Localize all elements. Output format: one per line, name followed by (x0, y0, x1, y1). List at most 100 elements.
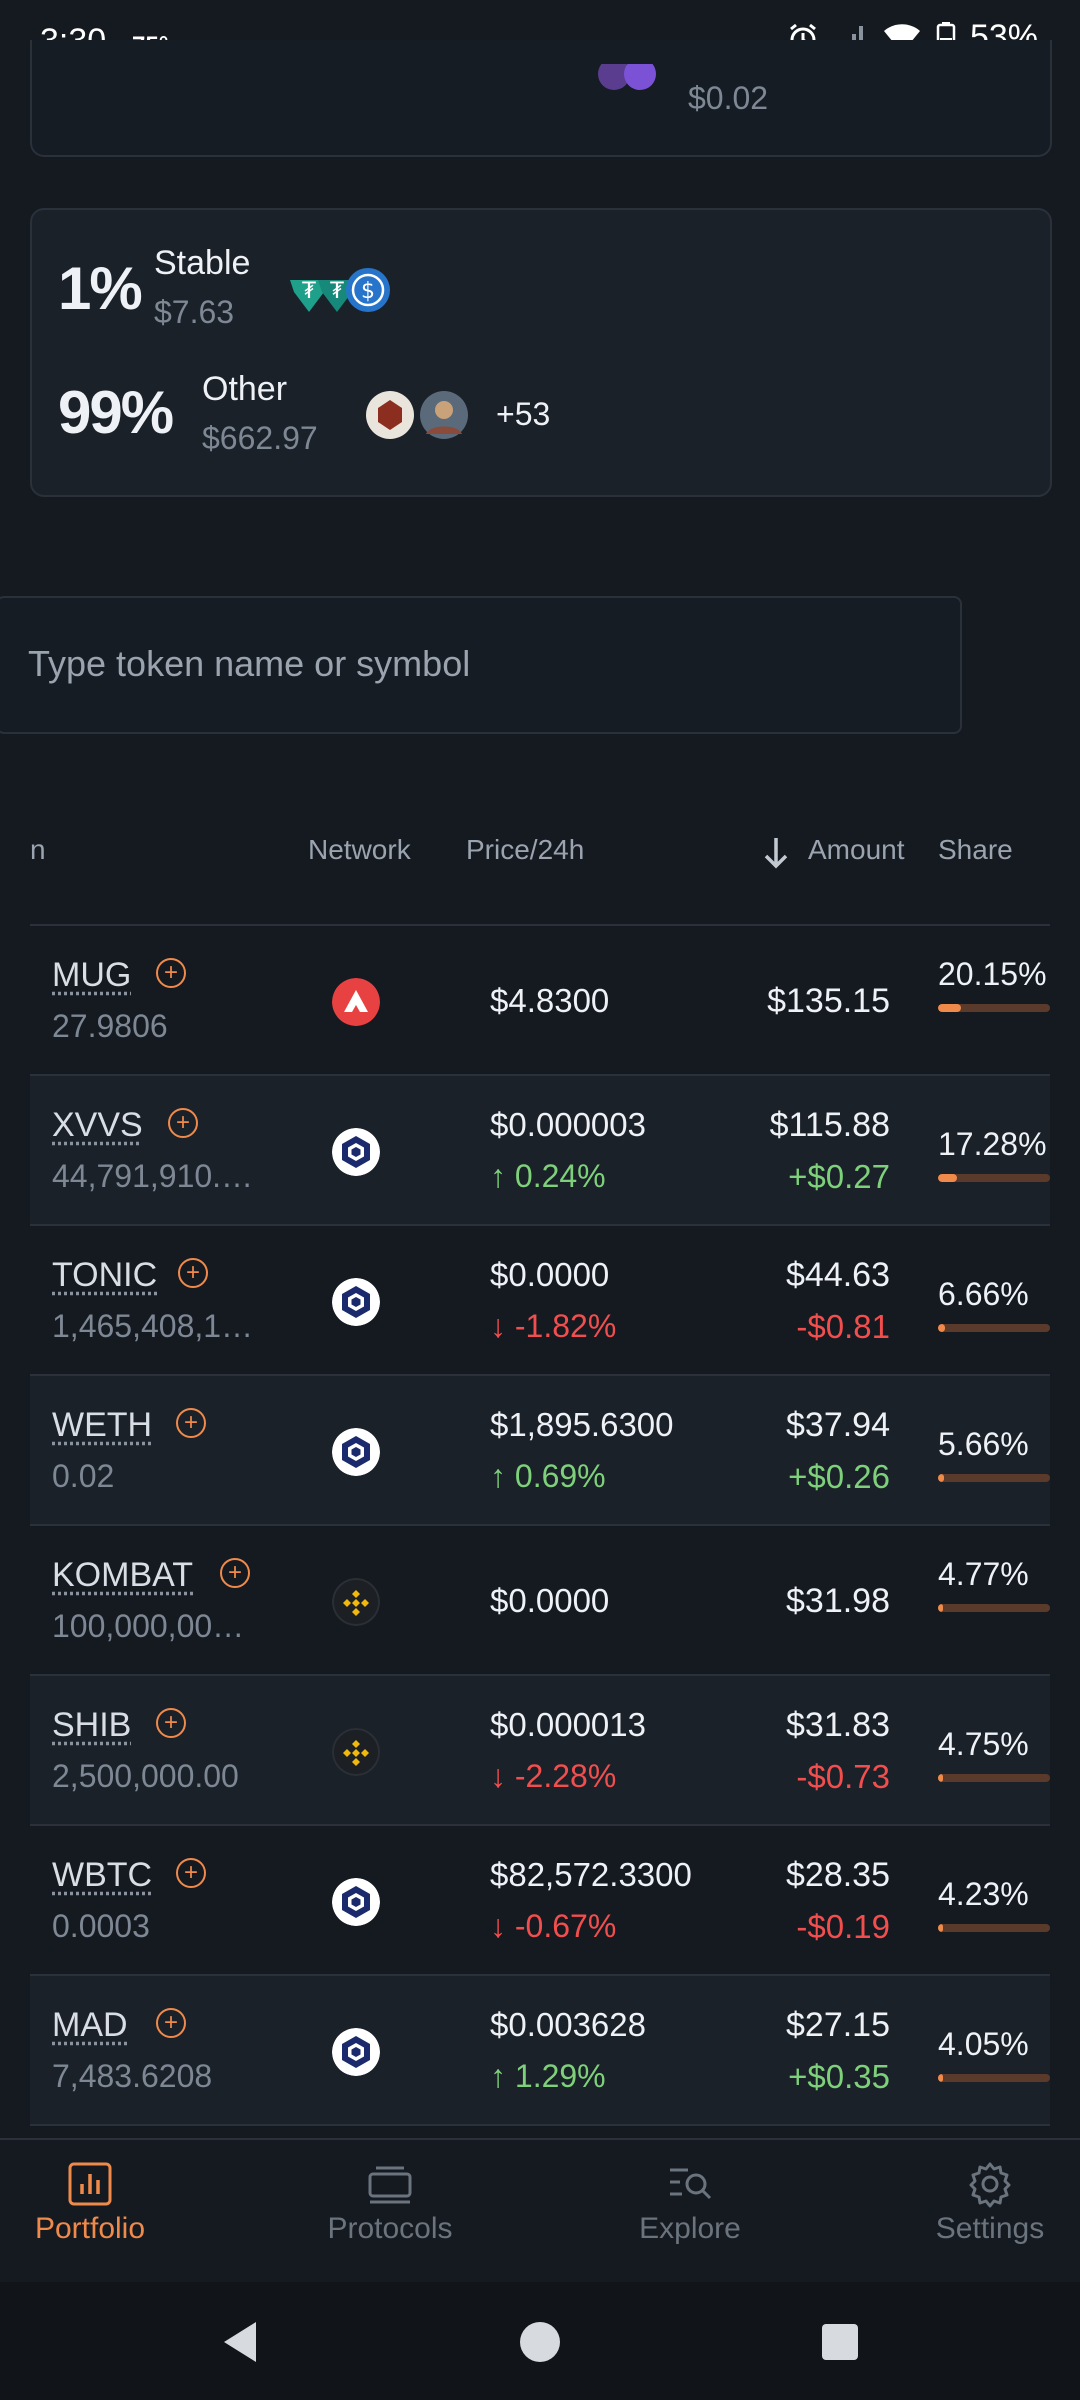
token-symbol[interactable]: MUG (52, 956, 131, 995)
token-search-box[interactable] (0, 596, 962, 734)
nav-settings[interactable]: Settings (890, 2160, 1080, 2246)
table-row[interactable]: WBTC + 0.0003 $82,572.3300 ↓ -0.67% $28.… (30, 1826, 1050, 1976)
token-share: 20.15% (938, 956, 1047, 993)
nav-explore[interactable]: Explore (590, 2160, 790, 2246)
token-avatars-icon (596, 64, 664, 100)
add-token-icon[interactable]: + (178, 1258, 208, 1288)
ethereum-network-icon (332, 1428, 380, 1476)
share-bar-fill (938, 1004, 961, 1012)
table-row[interactable]: KOMBAT + 100,000,00… $0.0000 $31.98 4.77… (30, 1526, 1050, 1676)
share-bar (938, 1004, 1050, 1012)
home-icon[interactable] (518, 2320, 562, 2364)
stack-icon (366, 2160, 414, 2208)
stablecoin-icons: ₮ ₮ $ (288, 266, 394, 316)
ethereum-network-icon (332, 1128, 380, 1176)
column-header-amount[interactable]: Amount (808, 834, 905, 866)
token-amount: $31.98 (786, 1582, 890, 1621)
share-bar-fill (938, 1174, 957, 1182)
column-header-share[interactable]: Share (938, 834, 1013, 866)
token-balance: 0.0003 (52, 1908, 150, 1945)
token-price: $0.0000 (490, 1256, 609, 1294)
token-balance: 27.9806 (52, 1008, 168, 1045)
add-token-icon[interactable]: + (156, 958, 186, 988)
share-bar-fill (938, 1604, 943, 1612)
token-price: $0.003628 (490, 2006, 646, 2044)
token-symbol[interactable]: SHIB (52, 1706, 131, 1745)
add-token-icon[interactable]: + (176, 1408, 206, 1438)
token-amount-change: +$0.35 (788, 2058, 890, 2096)
token-symbol[interactable]: TONIC (52, 1256, 157, 1295)
svg-text:₮: ₮ (330, 279, 344, 304)
token-symbol[interactable]: WETH (52, 1406, 152, 1445)
token-share: 4.77% (938, 1556, 1029, 1593)
share-bar-fill (938, 2074, 943, 2082)
share-bar-fill (938, 1324, 945, 1332)
token-amount-change: -$0.81 (796, 1308, 890, 1346)
token-symbol[interactable]: MAD (52, 2006, 128, 2045)
other-value: $662.97 (202, 420, 318, 457)
ethereum-network-icon (332, 1878, 380, 1926)
column-header-network[interactable]: Network (308, 834, 411, 866)
bsc-network-icon (332, 1578, 380, 1626)
share-bar (938, 1174, 1050, 1182)
ethereum-network-icon (332, 2028, 380, 2076)
column-header-price[interactable]: Price/24h (466, 834, 584, 866)
system-navigation-bar (0, 2282, 1080, 2400)
back-icon[interactable] (220, 2320, 260, 2364)
token-balance: 44,791,910.… (52, 1158, 253, 1195)
token-share: 4.75% (938, 1726, 1029, 1763)
token-share: 17.28% (938, 1126, 1047, 1163)
svg-text:$: $ (361, 279, 375, 304)
recents-icon[interactable] (820, 2322, 860, 2362)
share-bar-fill (938, 1474, 944, 1482)
add-token-icon[interactable]: + (156, 1708, 186, 1738)
table-row[interactable]: MAD + 7,483.6208 $0.003628 ↑ 1.29% $27.1… (30, 1976, 1050, 2126)
table-row[interactable]: WETH + 0.02 $1,895.6300 ↑ 0.69% $37.94 +… (30, 1376, 1050, 1526)
nav-settings-label: Settings (936, 2212, 1044, 2245)
add-token-icon[interactable]: + (156, 2008, 186, 2038)
more-tokens-count[interactable]: +53 (496, 396, 550, 433)
token-share: 4.23% (938, 1876, 1029, 1913)
stable-value: $7.63 (154, 294, 234, 331)
nav-protocols[interactable]: Protocols (290, 2160, 490, 2246)
column-header-token[interactable]: n (30, 834, 46, 866)
token-amount: $115.88 (770, 1106, 890, 1145)
token-search-input[interactable] (26, 632, 930, 696)
share-bar (938, 1924, 1050, 1932)
token-symbol[interactable]: XVVS (52, 1106, 143, 1145)
token-amount: $28.35 (786, 1856, 890, 1895)
token-balance: 1,465,408,1… (52, 1308, 253, 1345)
token-amount-change: -$0.73 (796, 1758, 890, 1796)
share-bar-fill (938, 1924, 943, 1932)
summary-top-amount: $0.02 (688, 80, 768, 117)
add-token-icon[interactable]: + (220, 1558, 250, 1588)
avalanche-network-icon (332, 978, 380, 1026)
nav-portfolio[interactable]: Portfolio (0, 2160, 190, 2246)
sort-arrow-down-icon[interactable] (762, 836, 790, 870)
token-price-change: ↑ 0.69% (490, 1458, 606, 1495)
token-symbol[interactable]: WBTC (52, 1856, 152, 1895)
token-price: $0.0000 (490, 1582, 609, 1620)
other-label: Other (202, 370, 287, 409)
bsc-network-icon (332, 1728, 380, 1776)
other-percent: 99% (58, 378, 172, 447)
table-row[interactable]: SHIB + 2,500,000.00 $0.000013 ↓ -2.28% $… (30, 1676, 1050, 1826)
table-row[interactable]: MUG + 27.9806 $4.8300 $135.15 20.15% (30, 926, 1050, 1076)
explore-search-icon (666, 2160, 714, 2208)
token-amount-change: +$0.26 (788, 1458, 890, 1496)
token-balance: 2,500,000.00 (52, 1758, 239, 1795)
share-bar (938, 1604, 1050, 1612)
add-token-icon[interactable]: + (176, 1858, 206, 1888)
token-symbol[interactable]: KOMBAT (52, 1556, 193, 1595)
table-row[interactable]: XVVS + 44,791,910.… $0.000003 ↑ 0.24% $1… (30, 1076, 1050, 1226)
share-bar-fill (938, 1774, 943, 1782)
svg-text:₮: ₮ (302, 279, 316, 304)
token-amount: $135.15 (767, 982, 890, 1021)
nav-protocols-label: Protocols (327, 2212, 452, 2245)
table-row[interactable]: TONIC + 1,465,408,1… $0.0000 ↓ -1.82% $4… (30, 1226, 1050, 1376)
add-token-icon[interactable]: + (168, 1108, 198, 1138)
bottom-navigation: Portfolio Protocols Explore Settings (0, 2138, 1080, 2282)
share-bar (938, 1324, 1050, 1332)
token-price-change: ↓ -1.82% (490, 1308, 616, 1345)
nav-portfolio-label: Portfolio (35, 2212, 145, 2245)
